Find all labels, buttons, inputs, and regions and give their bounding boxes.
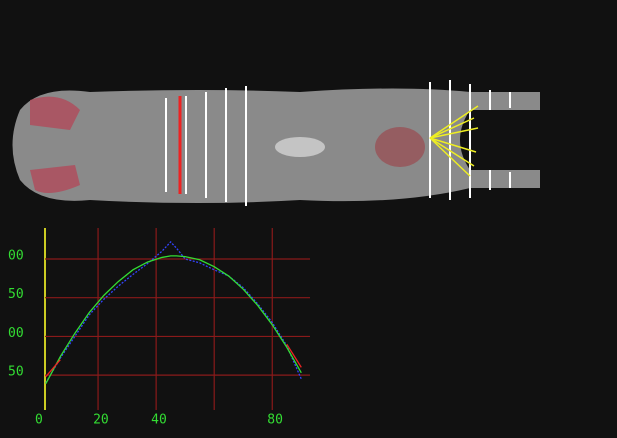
x-tick-label: 40 xyxy=(151,413,167,428)
x-tick-label: 0 xyxy=(35,413,43,428)
y-tick-label: 00 xyxy=(8,248,24,263)
line xyxy=(45,240,302,384)
y-tick-label: 50 xyxy=(8,287,24,302)
x-tick-label: 80 xyxy=(267,413,283,428)
line xyxy=(45,359,61,378)
line xyxy=(45,255,302,384)
y-tick-label: 50 xyxy=(8,365,24,380)
carcass-image xyxy=(12,80,540,206)
line xyxy=(286,343,302,368)
y-tick-label: 00 xyxy=(8,326,24,341)
x-tick-label: 20 xyxy=(93,413,109,428)
